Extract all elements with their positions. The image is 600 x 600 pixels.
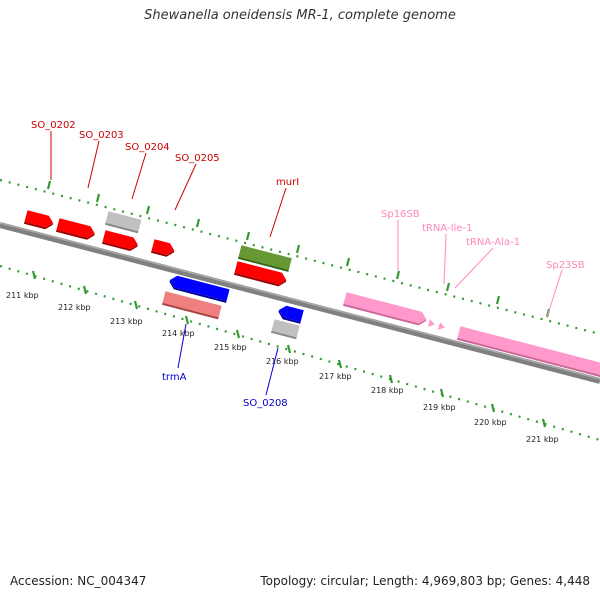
genome-backbone xyxy=(0,222,600,384)
kbp-label: 215 kbp xyxy=(214,343,247,352)
kbp-label: 213 kbp xyxy=(110,317,143,326)
trna-ala-1[interactable] xyxy=(437,322,446,331)
gene-so0204[interactable] xyxy=(101,230,139,252)
label-so0202[interactable]: SO_0202 xyxy=(31,120,76,131)
gene-so0208[interactable] xyxy=(277,304,304,324)
label-trna-ile-1[interactable]: tRNA-Ile-1 xyxy=(422,223,472,234)
label-sp16sb[interactable]: Sp16SB xyxy=(381,209,420,220)
gene-murI-highlight[interactable] xyxy=(237,245,292,272)
accession-text: Accession: NC_004347 xyxy=(10,574,147,588)
feature-labels: SO_0202 SO_0203 SO_0204 SO_0205 murI Sp1… xyxy=(31,120,585,409)
gene-so0203[interactable] xyxy=(55,218,96,241)
label-trmA[interactable]: trmA xyxy=(162,372,187,383)
rna-features xyxy=(342,292,600,381)
gene-pseudo-upper[interactable] xyxy=(104,211,142,234)
label-so0208[interactable]: SO_0208 xyxy=(243,398,288,409)
map-title: Shewanella oneidensis MR-1, complete gen… xyxy=(144,8,456,23)
kbp-label: 217 kbp xyxy=(319,372,352,381)
trna-ile-1[interactable] xyxy=(427,319,436,328)
rrna-sp16sb[interactable] xyxy=(342,292,428,327)
kbp-label: 220 kbp xyxy=(474,418,507,427)
leader-lines xyxy=(50,131,563,396)
label-sp23sb[interactable]: Sp23SB xyxy=(546,260,585,271)
reverse-genes xyxy=(161,274,304,340)
kbp-label: 214 kbp xyxy=(162,329,195,338)
kbp-label: 216 kbp xyxy=(266,357,299,366)
label-so0205[interactable]: SO_0205 xyxy=(175,153,220,164)
gene-pseudo-lower[interactable] xyxy=(270,319,300,340)
rrna-sp23sb[interactable] xyxy=(456,326,600,381)
label-murI[interactable]: murI xyxy=(276,177,299,188)
label-so0204[interactable]: SO_0204 xyxy=(125,142,170,153)
lower-major-ticks xyxy=(31,270,547,428)
kbp-label: 211 kbp xyxy=(6,291,39,300)
gene-trmA-product[interactable] xyxy=(161,291,222,320)
kbp-labels: 211 kbp 212 kbp 213 kbp 214 kbp 215 kbp … xyxy=(6,291,559,444)
kbp-label: 218 kbp xyxy=(371,386,404,395)
kbp-label: 221 kbp xyxy=(526,435,559,444)
gene-trmA[interactable] xyxy=(168,274,230,303)
label-so0203[interactable]: SO_0203 xyxy=(79,130,124,141)
forward-genes xyxy=(23,210,292,288)
kbp-label: 212 kbp xyxy=(58,303,91,312)
lower-tick-track xyxy=(0,264,600,442)
kbp-label: 219 kbp xyxy=(423,403,456,412)
gene-murI[interactable] xyxy=(233,261,288,288)
genome-summary-text: Topology: circular; Length: 4,969,803 bp… xyxy=(260,574,590,588)
label-trna-ala-1[interactable]: tRNA-Ala-1 xyxy=(466,237,520,248)
gene-so0202[interactable] xyxy=(23,210,55,231)
gene-so0205[interactable] xyxy=(150,239,176,258)
